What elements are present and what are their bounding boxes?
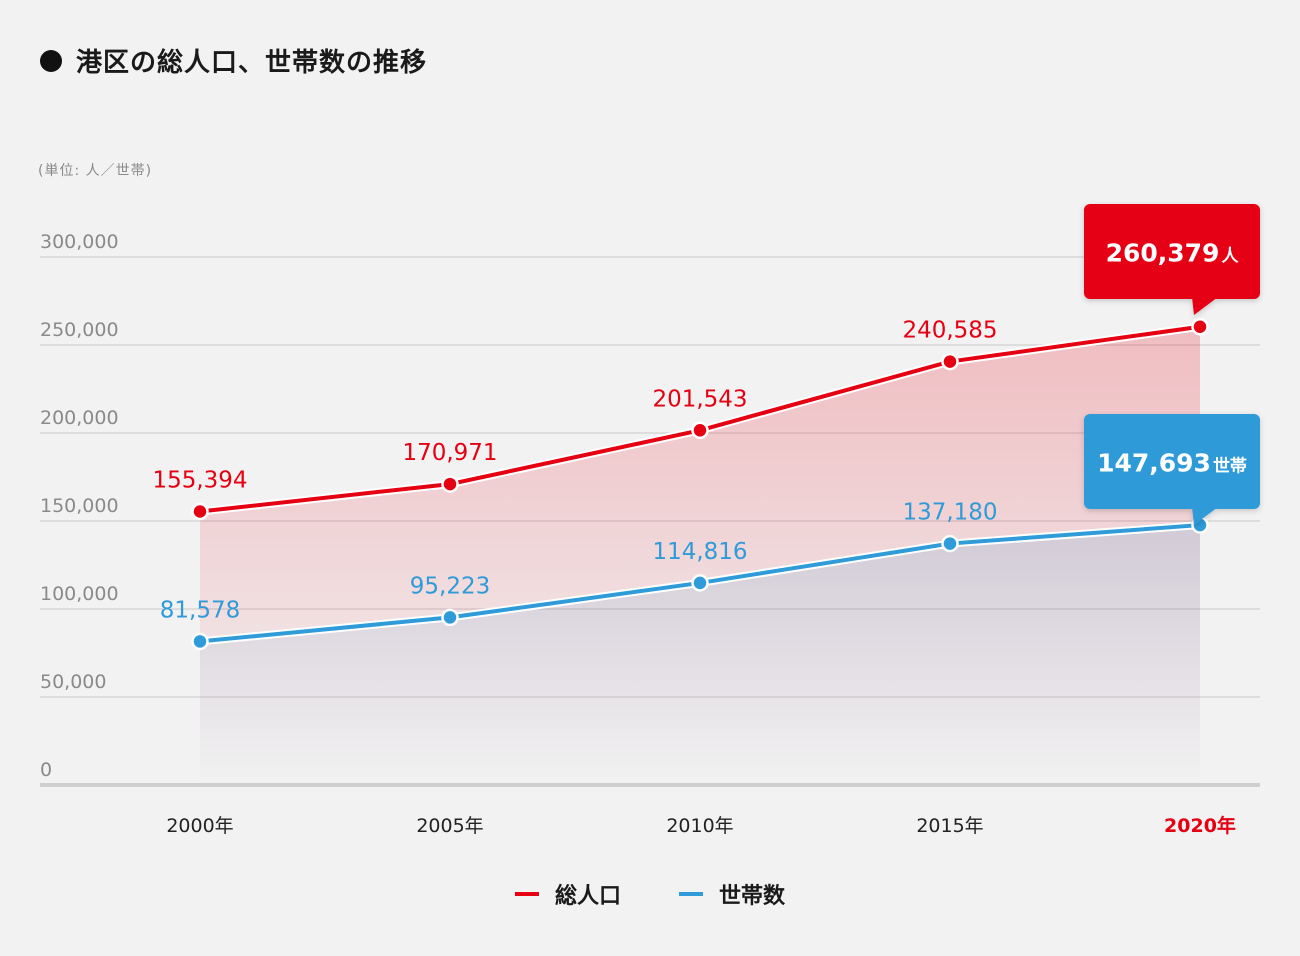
x-tick-label: 2005年 [416, 815, 483, 837]
data-label-households: 81,578 [160, 597, 240, 623]
data-point-population [1191, 317, 1209, 336]
data-point-households [691, 574, 709, 592]
legend-label-households: 世帯数 [719, 884, 786, 909]
chart-title-text: 港区の総人口、世帯数の推移 [76, 48, 428, 78]
legend-item-households: 世帯数 [679, 878, 785, 910]
data-label-households: 137,180 [902, 500, 997, 526]
y-tick-label: 300,000 [40, 231, 119, 253]
callout-households: 147,693 世帯 [1084, 414, 1260, 525]
x-tick-label: 2010年 [666, 815, 733, 837]
data-label-population: 240,585 [902, 318, 997, 344]
chart-legend: 総人口 世帯数 [0, 878, 1300, 910]
legend-label-population: 総人口 [554, 884, 621, 909]
x-tick-label: 2020年 [1164, 814, 1236, 837]
data-point-population [941, 352, 959, 371]
data-label-population: 155,394 [152, 468, 247, 494]
data-point-households [191, 632, 209, 651]
callout-text-households: 147,693 世帯 [1097, 449, 1247, 478]
data-point-households [441, 608, 459, 627]
y-tick-label: 50,000 [40, 671, 106, 693]
unit-label: (単位: 人／世帯) [38, 163, 153, 179]
callout-tail-households [1192, 507, 1218, 525]
line-chart: 0 50,000 100,000 150,000 200,000 250,000 300,0… [40, 204, 1260, 837]
callout-text-population: 260,379 人 [1106, 239, 1240, 268]
y-tick-label: 0 [40, 759, 52, 781]
data-label-population: 170,971 [402, 440, 497, 466]
y-tick-label: 200,000 [40, 407, 119, 429]
callout-unit-households: 世帯 [1213, 456, 1247, 477]
data-point-households [941, 534, 959, 553]
y-tick-label: 100,000 [40, 583, 119, 605]
legend-item-population: 総人口 [514, 878, 621, 910]
callout-unit-population: 人 [1221, 247, 1239, 267]
x-tick-label: 2000年 [166, 815, 233, 837]
bullet-icon [40, 49, 62, 72]
data-point-population [691, 421, 709, 440]
x-tick-label: 2015年 [916, 815, 983, 837]
legend-swatch-households [679, 892, 703, 896]
legend-swatch-population [514, 892, 539, 896]
callout-tail-population [1192, 297, 1218, 315]
y-tick-label: 250,000 [40, 319, 119, 341]
data-label-households: 114,816 [652, 539, 747, 565]
area-households [200, 525, 1200, 785]
callout-value-households: 147,693 [1097, 449, 1211, 478]
chart-title: 港区の総人口、世帯数の推移 [40, 42, 427, 79]
callout-box-population [1084, 204, 1260, 299]
callout-value-population: 260,379 [1106, 239, 1220, 268]
data-label-population: 201,543 [652, 386, 747, 412]
data-point-population [441, 475, 459, 493]
y-tick-label: 150,000 [40, 495, 119, 517]
data-point-population [191, 502, 209, 521]
callout-box-households [1084, 414, 1260, 509]
data-label-households: 95,223 [410, 573, 490, 599]
callout-population: 260,379 人 [1084, 204, 1260, 315]
